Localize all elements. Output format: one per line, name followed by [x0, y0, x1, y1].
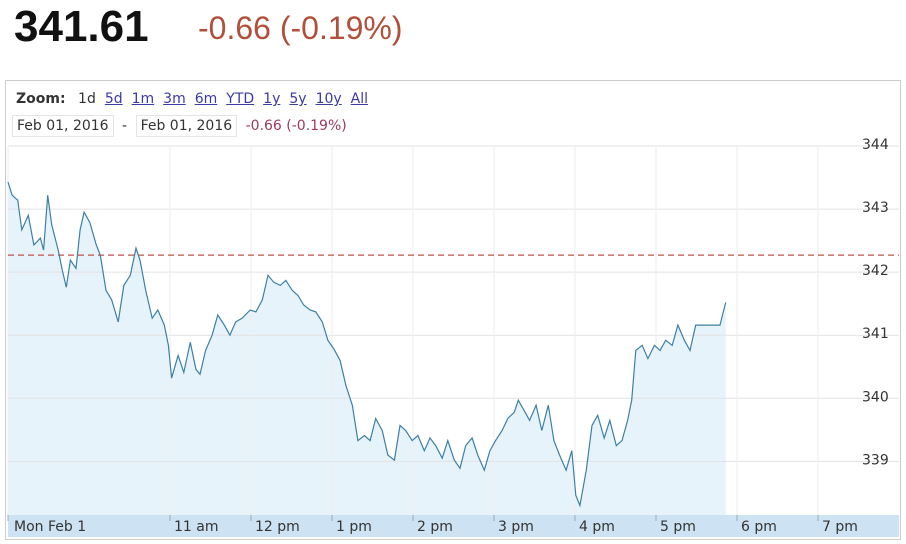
y-tick-label: 339	[862, 452, 889, 468]
y-tick-label: 344	[862, 137, 889, 153]
x-tick-label: 6 pm	[741, 519, 777, 535]
x-tick-label: 5 pm	[660, 519, 696, 535]
zoom-option[interactable]: 10y	[315, 91, 342, 107]
price-change: -0.66 (-0.19%)	[198, 10, 403, 46]
zoom-option[interactable]: 6m	[194, 91, 218, 107]
zoom-option[interactable]: 5y	[289, 91, 307, 107]
zoom-option[interactable]: 1d	[78, 91, 96, 107]
zoom-option[interactable]: 3m	[163, 91, 186, 107]
chart-box: 339 340 341 342 343 344 Mon Feb 1 11 am 12 pm 1 p…	[5, 80, 901, 540]
date-separator: -	[122, 118, 128, 134]
zoom-option[interactable]: 5d	[104, 91, 123, 107]
x-tick-label: 3 pm	[498, 519, 534, 535]
range-change: -0.66 (-0.19%)	[245, 118, 347, 134]
zoom-option[interactable]: 1y	[263, 91, 281, 107]
zoom-option[interactable]: 1m	[131, 91, 155, 107]
x-tick-label: 2 pm	[417, 519, 453, 535]
price-line	[7, 181, 727, 508]
x-tick-label: 12 pm	[255, 519, 300, 535]
area-fill	[8, 182, 726, 515]
zoom-option[interactable]: YTD	[226, 91, 255, 107]
zoom-row: Zoom: 1d 5d 1m 3m 6m YTD 1y 5y 10y All	[16, 91, 377, 107]
price: 341.61	[14, 2, 149, 51]
zoom-option[interactable]: All	[350, 91, 369, 107]
chart: 339 340 341 342 343 344 Mon Feb 1 11 am 12 pm 1 p…	[7, 137, 899, 537]
y-tick-label: 342	[862, 263, 889, 279]
date-to[interactable]: Feb 01, 2016	[135, 115, 238, 137]
x-tick-label: 11 am	[174, 519, 218, 535]
date-row: Feb 01, 2016 - Feb 01, 2016 -0.66 (-0.19…	[12, 115, 351, 137]
x-tick-label: 7 pm	[822, 519, 858, 535]
x-axis-band	[8, 515, 899, 537]
x-tick-label: 4 pm	[579, 519, 615, 535]
x-tick-label: Mon Feb 1	[14, 519, 86, 535]
y-tick-label: 340	[862, 389, 889, 405]
date-from[interactable]: Feb 01, 2016	[12, 115, 114, 137]
y-tick-label: 343	[862, 200, 889, 216]
zoom-label: Zoom:	[16, 91, 66, 107]
y-tick-label: 341	[862, 326, 889, 342]
x-tick-label: 1 pm	[336, 519, 372, 535]
